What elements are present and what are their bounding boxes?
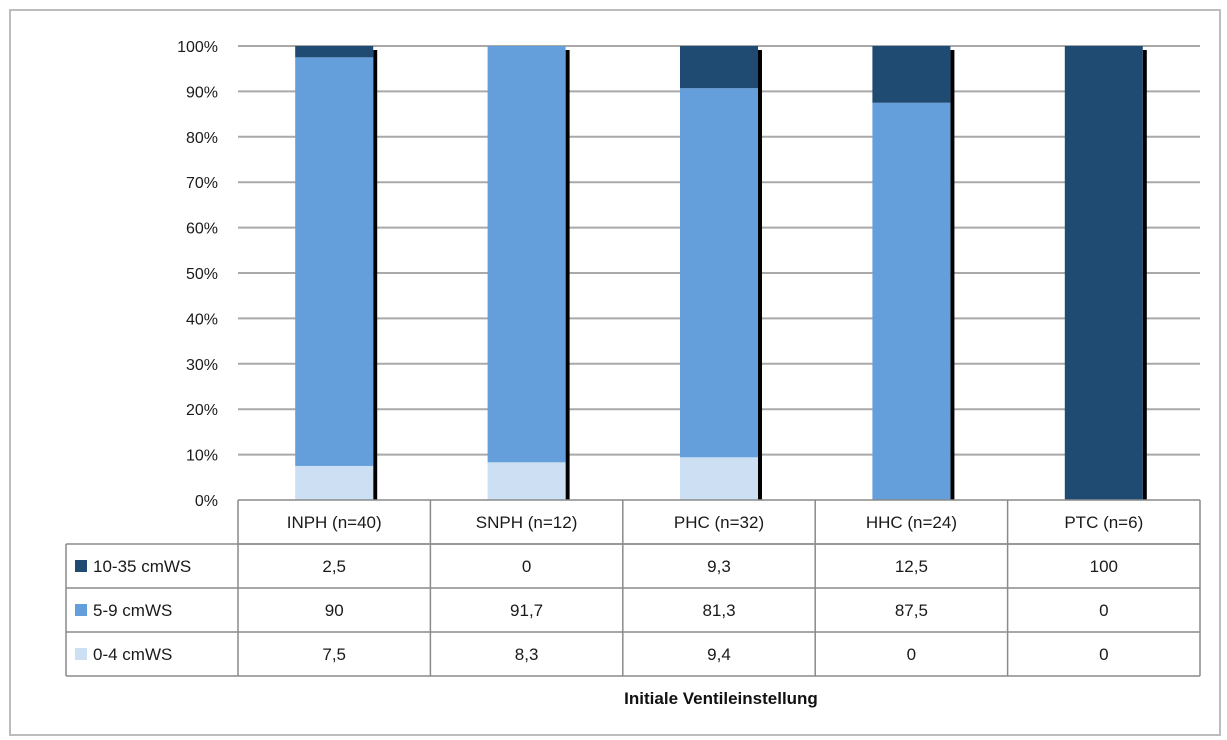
category-label: SNPH (n=12) (476, 513, 578, 532)
y-tick-label: 20% (186, 402, 218, 419)
bar-segment-5-9-cmws (487, 46, 566, 463)
data-table: INPH (n=40) SNPH (n=12) PHC (n=32) HHC (n=2… (65, 499, 1201, 677)
table-cell-value: 0 (1099, 645, 1108, 664)
y-tick-label: 40% (186, 311, 218, 328)
y-axis-tick-labels: 0% 10% 20% 30% 40% 50% 60% 70% 80% 90% 100% (177, 39, 218, 510)
y-tick-label: 60% (186, 221, 218, 238)
bar-segment-10-35-cmws (872, 46, 951, 103)
table-cell-value: 100 (1090, 557, 1118, 576)
y-tick-label: 90% (186, 84, 218, 101)
category-label: HHC (n=24) (866, 513, 957, 532)
legend-entry: 5-9 cmWS (93, 601, 172, 620)
bar-segment-5-9-cmws (295, 57, 374, 466)
table-cell-value: 0 (1099, 601, 1108, 620)
bar-segment-10-35-cmws (680, 46, 758, 89)
table-cell-value: 9,4 (707, 645, 731, 664)
bar-segment-0-4-cmws (487, 462, 566, 500)
bars (295, 46, 1147, 500)
table-cell-value: 2,5 (322, 557, 346, 576)
y-tick-label: 100% (177, 39, 218, 56)
y-tick-label: 70% (186, 175, 218, 192)
bar-shadow (758, 50, 762, 500)
table-cell-value: 81,3 (702, 601, 735, 620)
table-cell-value: 0 (907, 645, 916, 664)
table-cell-value: 91,7 (510, 601, 543, 620)
bar-segment-5-9-cmws (872, 102, 951, 500)
legend-swatch (75, 648, 87, 660)
table-cell-value: 87,5 (895, 601, 928, 620)
legend-swatch (75, 604, 87, 616)
table-cell-value: 8,3 (515, 645, 539, 664)
y-tick-label: 50% (186, 266, 218, 283)
bar-segment-0-4-cmws (680, 457, 758, 500)
y-tick-label: 0% (195, 493, 218, 510)
y-tick-label: 10% (186, 448, 218, 465)
bar-shadow (1142, 50, 1147, 500)
table-cell-value: 12,5 (895, 557, 928, 576)
category-label: PTC (n=6) (1064, 513, 1143, 532)
legend-swatch (75, 560, 87, 572)
bar-shadow (950, 50, 955, 500)
bar-segment-10-35-cmws (1064, 46, 1143, 500)
table-cell-value: 0 (522, 557, 531, 576)
legend-entry: 0-4 cmWS (93, 645, 172, 664)
x-axis-label: Initiale Ventileinstellung (624, 689, 818, 708)
y-tick-label: 30% (186, 357, 218, 374)
bar-segment-10-35-cmws (295, 46, 374, 58)
table-cell-value: 7,5 (322, 645, 346, 664)
table-cell-value: 9,3 (707, 557, 731, 576)
legend-entry: 10-35 cmWS (93, 557, 191, 576)
bar-segment-0-4-cmws (295, 465, 374, 500)
bar-shadow (373, 50, 378, 500)
bar-shadow (565, 50, 570, 500)
bar-segment-5-9-cmws (680, 88, 758, 458)
chart-frame (9, 9, 1221, 736)
y-tick-label: 80% (186, 130, 218, 147)
table-cell-value: 90 (325, 601, 344, 620)
category-label: INPH (n=40) (287, 513, 382, 532)
category-label: PHC (n=32) (674, 513, 764, 532)
